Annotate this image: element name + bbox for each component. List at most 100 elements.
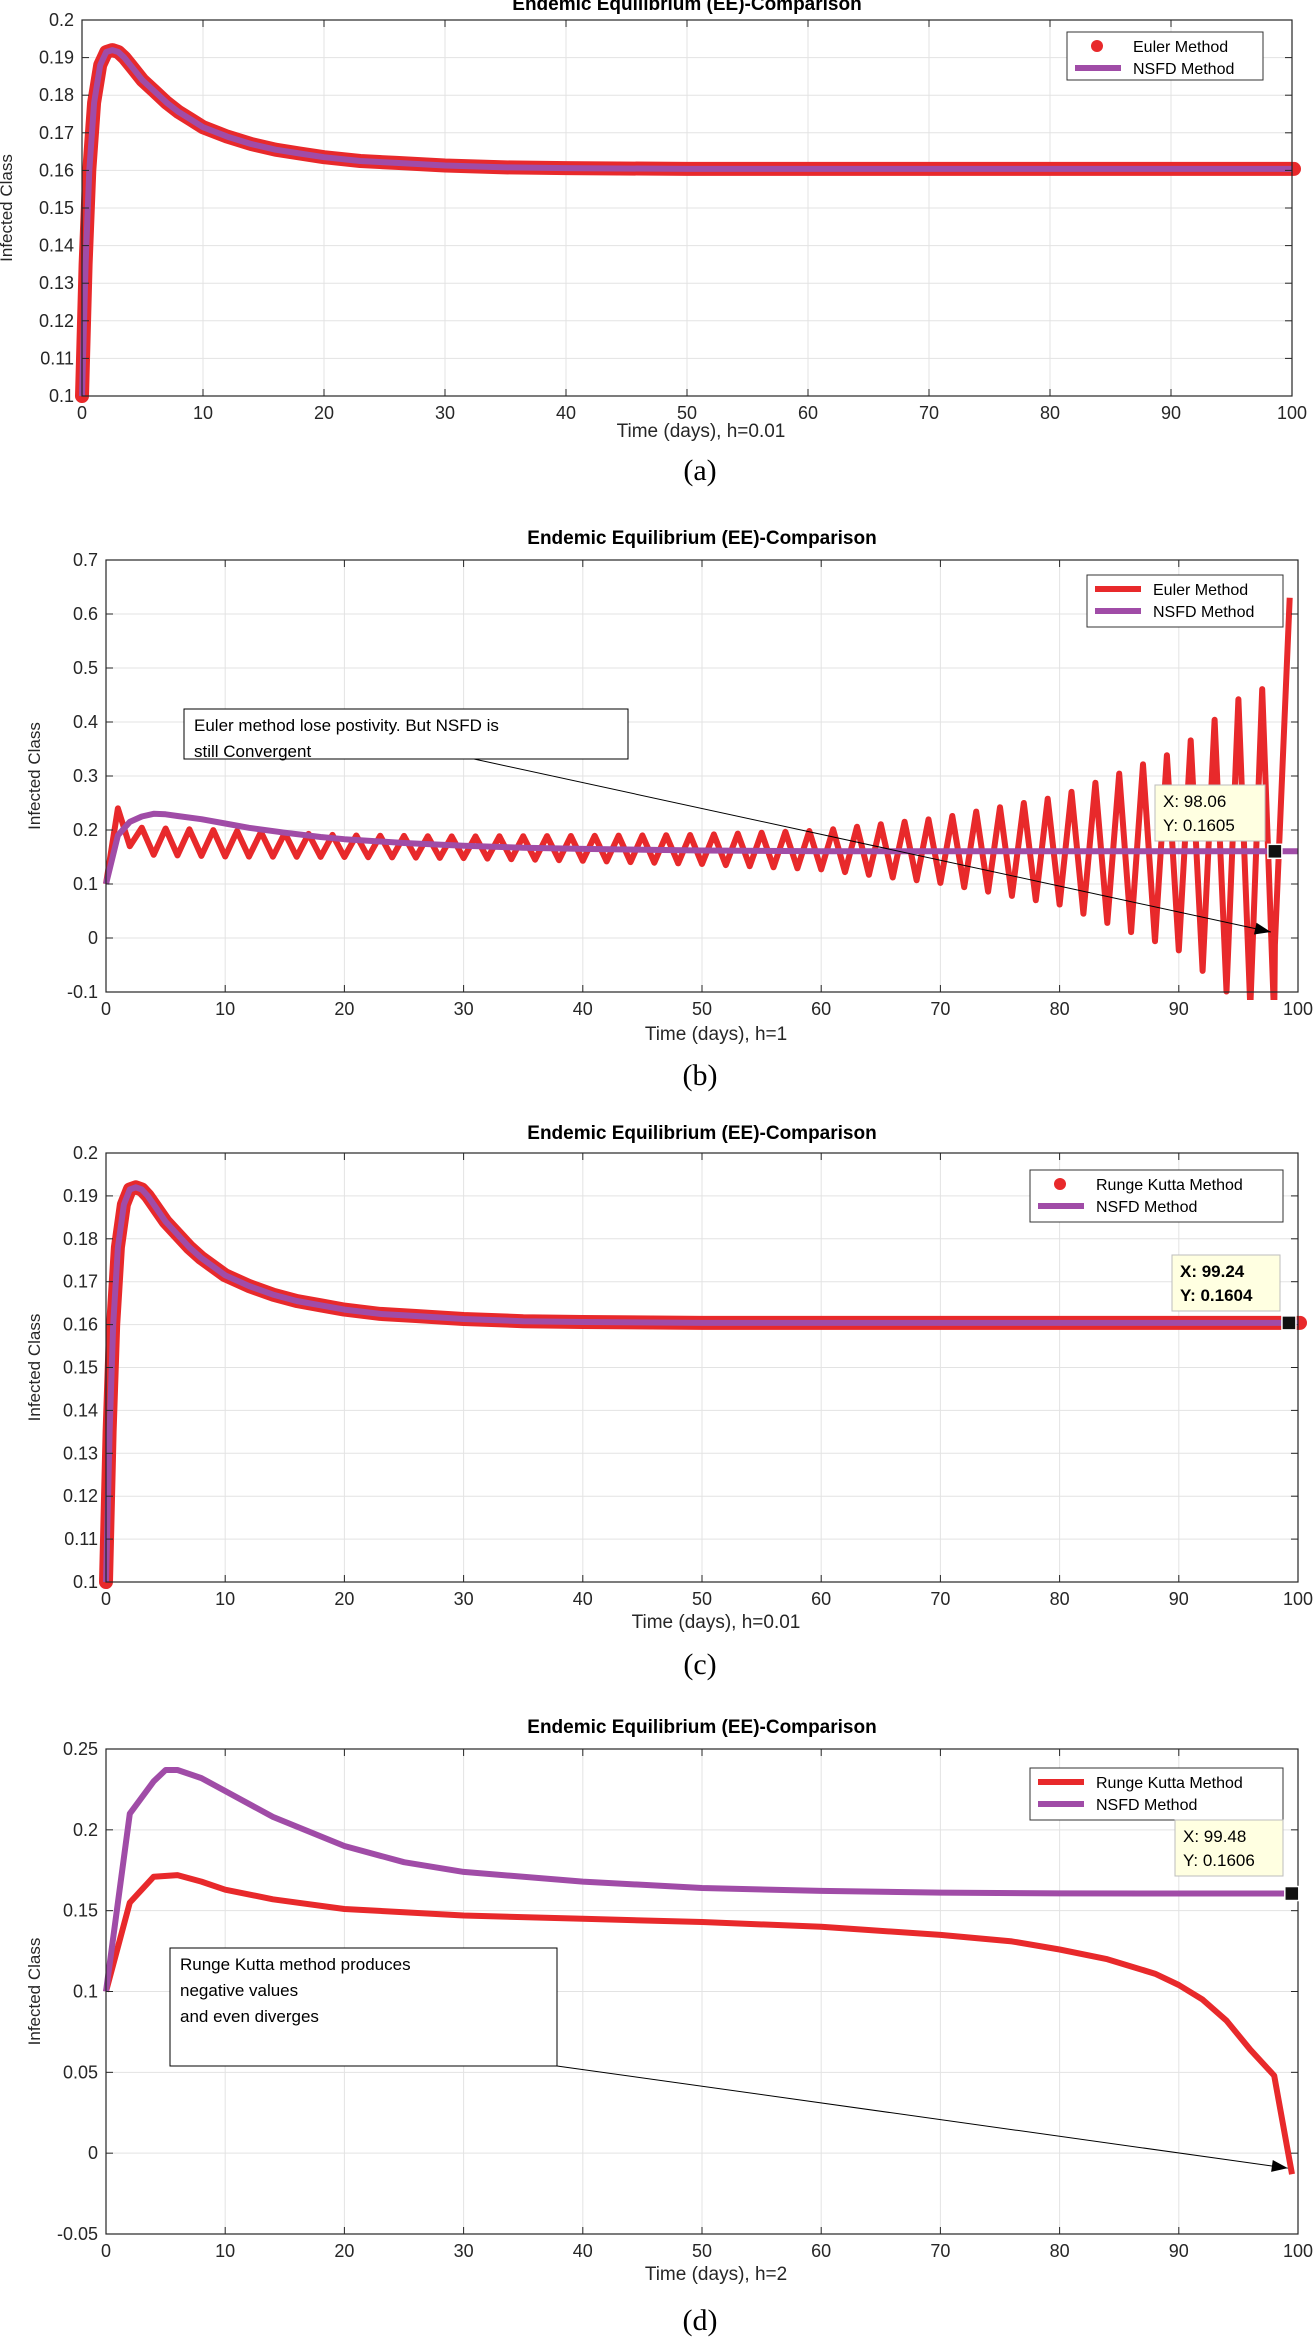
- x-axis-label: Time (days), h=2: [645, 2264, 787, 2285]
- x-tick-label: 90: [1169, 1589, 1189, 1609]
- x-tick-label: 100: [1283, 999, 1313, 1019]
- legend-label: Euler Method: [1153, 582, 1248, 599]
- x-tick-label: 30: [454, 999, 474, 1019]
- x-tick-label: 0: [77, 403, 87, 423]
- legend-label: NSFD Method: [1133, 61, 1234, 78]
- x-tick-label: 100: [1283, 2241, 1313, 2261]
- x-tick-label: 10: [193, 403, 213, 423]
- x-tick-label: 100: [1277, 403, 1307, 423]
- x-tick-label: 20: [314, 403, 334, 423]
- x-tick-label: 20: [334, 1589, 354, 1609]
- y-tick-label: 0.2: [73, 820, 98, 840]
- y-tick-label: 0.3: [73, 766, 98, 786]
- y-tick-label: 0.11: [64, 1529, 98, 1549]
- x-tick-label: 80: [1050, 1589, 1070, 1609]
- y-tick-label: 0.25: [63, 1739, 98, 1759]
- x-tick-label: 30: [435, 403, 455, 423]
- series-euler-method-line: [103, 597, 1293, 1000]
- annotation-text: still Convergent: [194, 742, 311, 761]
- datatip-box: [1171, 1254, 1281, 1312]
- y-axis-label: Infected Class: [25, 1314, 44, 1422]
- legend-label: NSFD Method: [1096, 1797, 1197, 1814]
- series-group: [103, 597, 1298, 1000]
- x-tick-label: 80: [1050, 999, 1070, 1019]
- y-axis-label: Infected Class: [0, 154, 16, 262]
- y-axis-label: Infected Class: [25, 722, 44, 830]
- legend: Runge Kutta Method NSFD Method: [1029, 1169, 1284, 1223]
- y-tick-label: 0.1: [73, 1572, 98, 1592]
- x-tick-label: 100: [1283, 1589, 1313, 1609]
- x-tick-label: 50: [692, 999, 712, 1019]
- y-tick-label: 0.5: [73, 658, 98, 678]
- annotation-text: and even diverges: [180, 2007, 319, 2026]
- y-tick-label: 0.2: [73, 1143, 98, 1163]
- legend-label: NSFD Method: [1096, 1199, 1197, 1216]
- y-tick-label: 0.1: [73, 874, 98, 894]
- legend-box: [1066, 31, 1264, 81]
- legend-marker: [1054, 1178, 1066, 1190]
- y-axis-label: Infected Class: [25, 1938, 44, 2046]
- chart-title: Endemic Equilibrium (EE)-Comparison: [512, 0, 861, 15]
- x-axis-label: Time (days), h=1: [645, 1024, 787, 1045]
- annotation-arrow: [556, 2065, 1288, 2169]
- x-tick-label: 0: [101, 999, 111, 1019]
- x-tick-label: 50: [692, 1589, 712, 1609]
- chart-title: Endemic Equilibrium (EE)-Comparison: [527, 1717, 876, 1738]
- datatip-y: Y: 0.1605: [1163, 816, 1235, 835]
- x-axis-label: Time (days), h=0.01: [617, 421, 786, 442]
- annotation-text: negative values: [180, 1981, 298, 2000]
- x-tick-label: 0: [101, 1589, 111, 1609]
- annotation-arrow: [473, 758, 1271, 933]
- panel-c: 0 10 20 30 40 50 60 70 80 90 100 0.1 0.11 0.12 0.13 0.1…: [25, 1123, 1313, 1681]
- legend-box: [1086, 574, 1284, 628]
- x-tick-label: 90: [1169, 999, 1189, 1019]
- y-tick-label: 0.19: [63, 1186, 98, 1206]
- x-tick-label: 20: [334, 2241, 354, 2261]
- x-tick-label: 60: [811, 1589, 831, 1609]
- legend-label: Runge Kutta Method: [1096, 1775, 1243, 1792]
- y-tick-label: 0: [88, 928, 98, 948]
- y-tick-label: 0.14: [63, 1400, 98, 1420]
- x-tick-label: 70: [930, 1589, 950, 1609]
- panel-d: 0 10 20 30 40 50 60 70 80 90 100-0.0500.050.10.150…: [25, 1717, 1313, 2337]
- series-nsfd-method-line: [103, 810, 1298, 885]
- legend-label: NSFD Method: [1153, 604, 1254, 621]
- x-tick-label: 60: [811, 999, 831, 1019]
- x-axis-label: Time (days), h=0.01: [632, 1612, 801, 1633]
- x-tick-label: 40: [573, 2241, 593, 2261]
- y-tick-label: 0.1: [73, 1982, 98, 2002]
- y-tick-label: 0.7: [73, 550, 98, 570]
- x-tick-label: 30: [454, 1589, 474, 1609]
- x-tick-label: 70: [930, 2241, 950, 2261]
- series-group: [103, 1767, 1295, 2175]
- x-tick-label: 70: [930, 999, 950, 1019]
- y-tick-label: 0.2: [73, 1820, 98, 1840]
- x-tick-label: 0: [101, 2241, 111, 2261]
- datatip-box: [1174, 1819, 1284, 1877]
- datatip-x: X: 99.48: [1183, 1827, 1246, 1846]
- y-tick-label: 0.18: [39, 85, 74, 105]
- x-tick-label: 40: [556, 403, 576, 423]
- datatip-marker: [1267, 843, 1283, 860]
- series-group: [75, 43, 1301, 403]
- chart-title: Endemic Equilibrium (EE)-Comparison: [527, 1123, 876, 1144]
- series-nsfd-method-line: [103, 1767, 1292, 1992]
- y-tick-label: 0.4: [73, 712, 98, 732]
- y-tick-label: 0.15: [63, 1358, 98, 1378]
- datatip-marker: [1281, 1315, 1297, 1331]
- panel-a: 0 10 20 30 40 50 60 70 80 90 100 0.1 0.11 0.12 0.13 0.1…: [0, 0, 1307, 487]
- y-tick-label: 0.12: [39, 311, 74, 331]
- legend-box: [1029, 1169, 1284, 1223]
- y-tick-label: 0.05: [63, 2062, 98, 2082]
- legend: Runge Kutta Method NSFD Method: [1029, 1767, 1284, 1821]
- y-tick-label: 0.17: [39, 123, 74, 143]
- y-tick-label: -0.05: [57, 2224, 98, 2244]
- annotation-text: Runge Kutta method produces: [180, 1955, 411, 1974]
- series-runge-kutta-method-line: [103, 1872, 1295, 2175]
- x-tick-label: 40: [573, 999, 593, 1019]
- annotation-box: [183, 708, 629, 760]
- x-tick-label: 90: [1169, 2241, 1189, 2261]
- x-tick-label: 10: [215, 999, 235, 1019]
